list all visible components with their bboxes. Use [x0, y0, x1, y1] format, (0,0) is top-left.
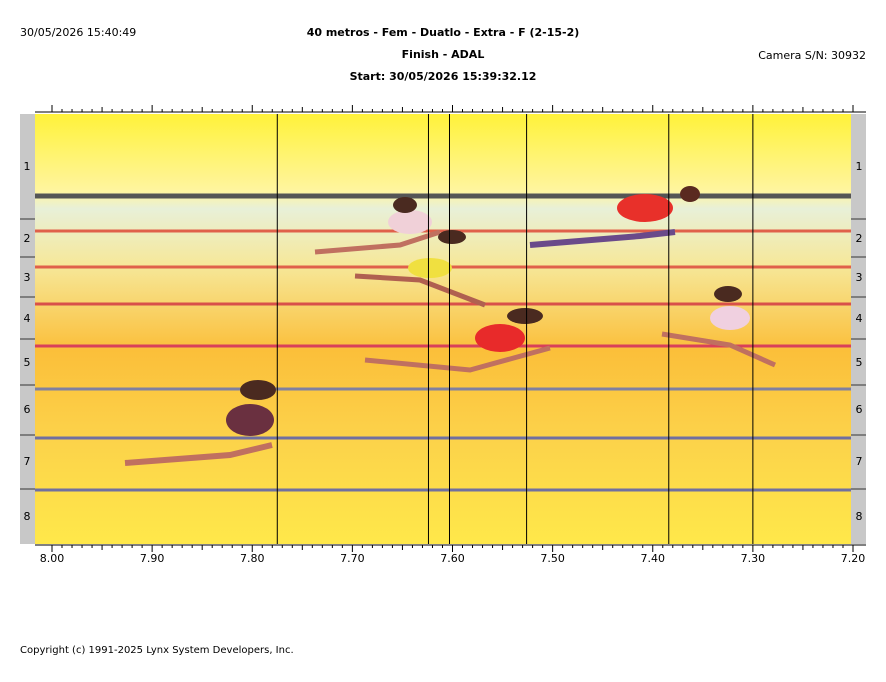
lane-separators [20, 218, 866, 490]
lane-strip [851, 114, 866, 544]
photo [20, 114, 866, 544]
x-tick-label: 7.20 [841, 552, 866, 565]
finish-image [35, 114, 851, 544]
lane-label: 6 [856, 403, 863, 416]
x-tick-label: 7.60 [440, 552, 465, 565]
lane-label: 2 [856, 232, 863, 245]
lane-label: 5 [856, 356, 863, 369]
lane-label: 7 [24, 455, 31, 468]
timestamp: 30/05/2026 15:40:49 [20, 26, 136, 39]
subtitle: Finish - ADAL [402, 48, 485, 61]
title: 40 metros - Fem - Duatlo - Extra - F (2-… [307, 26, 580, 39]
lane-label: 8 [24, 510, 31, 523]
lane-strip [20, 114, 35, 544]
x-tick-label: 7.90 [140, 552, 165, 565]
athletes [124, 186, 777, 466]
x-tick-label: 7.50 [540, 552, 565, 565]
lane-label: 1 [856, 160, 863, 173]
lane-label: 3 [856, 271, 863, 284]
lane-label: 2 [24, 232, 31, 245]
x-tick-label: 7.40 [641, 552, 666, 565]
x-tick-label: 8.00 [40, 552, 65, 565]
lane-label: 8 [856, 510, 863, 523]
start-time: Start: 30/05/2026 15:39:32.12 [350, 70, 537, 83]
lane-label: 5 [24, 356, 31, 369]
camera-serial: Camera S/N: 30932 [758, 49, 866, 62]
x-tick-label: 7.30 [741, 552, 766, 565]
lane-label: 3 [24, 271, 31, 284]
lane-label: 4 [24, 312, 31, 325]
x-tick-label: 7.80 [240, 552, 265, 565]
lane-label: 1 [24, 160, 31, 173]
x-tick-label: 7.70 [340, 552, 365, 565]
lane-label: 4 [856, 312, 863, 325]
lane-label: 7 [856, 455, 863, 468]
copyright: Copyright (c) 1991-2025 Lynx System Deve… [20, 645, 294, 656]
lane-label: 6 [24, 403, 31, 416]
